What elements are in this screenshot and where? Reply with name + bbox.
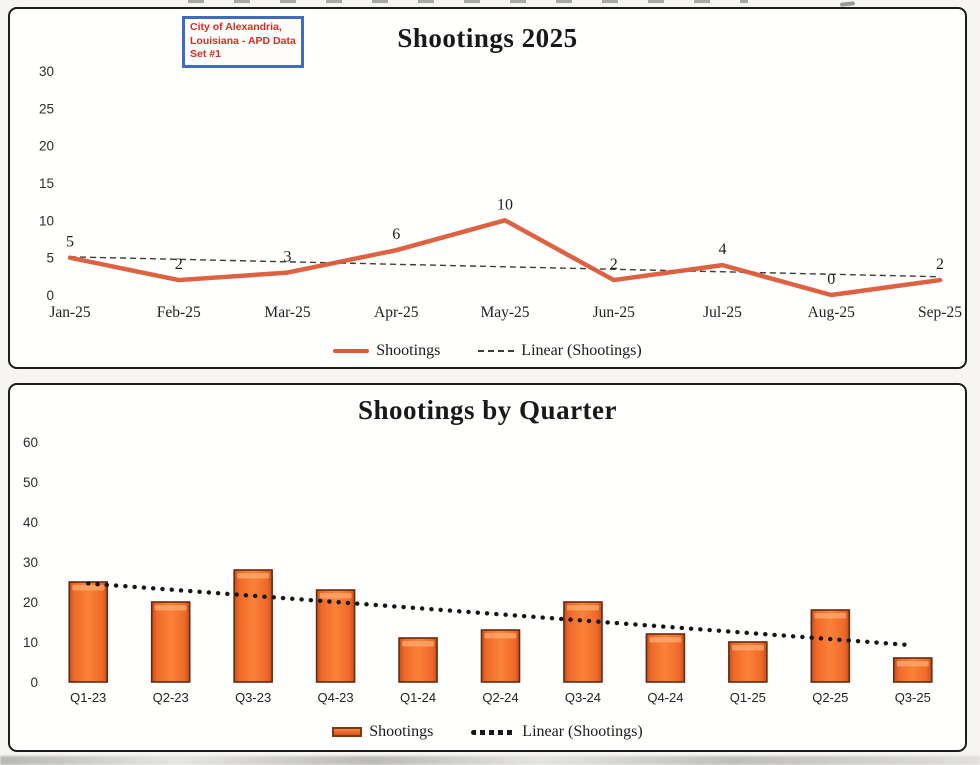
- bar-chart: 0 10 20 30 40 50 60 Q1-23 Q2-23 Q3-23 Q4-23 Q1-24 Q2…: [23, 435, 933, 705]
- svg-text:6: 6: [392, 226, 400, 243]
- bar-series-swatch-icon: [332, 727, 363, 737]
- svg-text:30: 30: [39, 64, 54, 79]
- svg-text:Aug-25: Aug-25: [808, 304, 856, 321]
- svg-text:Q3-25: Q3-25: [895, 690, 931, 705]
- svg-text:10: 10: [23, 635, 38, 650]
- svg-text:Jul-25: Jul-25: [703, 304, 742, 321]
- svg-text:Q2-24: Q2-24: [482, 690, 518, 705]
- line-series-swatch-icon: [333, 349, 370, 353]
- bar-chart-legend: Shootings Linear (Shootings): [10, 723, 965, 741]
- scan-smudge-bottom: [0, 756, 980, 765]
- svg-text:10: 10: [497, 196, 513, 213]
- legend-item-linear: Linear (Shootings): [478, 342, 642, 360]
- svg-text:4: 4: [719, 241, 727, 258]
- svg-text:Q3-24: Q3-24: [565, 690, 601, 705]
- svg-text:Q1-25: Q1-25: [730, 690, 766, 705]
- svg-text:5: 5: [46, 251, 54, 266]
- svg-text:20: 20: [23, 595, 38, 610]
- svg-text:40: 40: [23, 515, 38, 530]
- svg-text:Sep-25: Sep-25: [918, 304, 962, 321]
- svg-text:0: 0: [46, 288, 54, 303]
- svg-text:60: 60: [23, 435, 38, 450]
- svg-text:50: 50: [23, 475, 38, 490]
- svg-text:Feb-25: Feb-25: [157, 304, 201, 321]
- svg-text:Apr-25: Apr-25: [374, 304, 419, 321]
- svg-text:May-25: May-25: [480, 304, 529, 321]
- line-chart-title: Shootings 2025: [397, 23, 578, 53]
- trendline-dotted-swatch-icon: [471, 729, 516, 735]
- data-source-note: City of Alexandria, Louisiana - APD Data…: [182, 16, 304, 68]
- bar-chart-title: Shootings by Quarter: [357, 395, 618, 425]
- svg-text:2: 2: [175, 256, 183, 273]
- svg-text:Q1-24: Q1-24: [400, 690, 436, 705]
- svg-text:0: 0: [827, 271, 835, 288]
- legend-label-linear: Linear (Shootings): [522, 723, 643, 740]
- legend-label-linear: Linear (Shootings): [521, 342, 642, 359]
- svg-text:Q2-23: Q2-23: [153, 690, 189, 705]
- svg-text:Jan-25: Jan-25: [49, 304, 91, 321]
- svg-text:Q3-23: Q3-23: [235, 690, 271, 705]
- svg-text:Q4-24: Q4-24: [647, 690, 683, 705]
- svg-text:10: 10: [39, 213, 54, 228]
- legend-label-shootings: Shootings: [369, 723, 434, 740]
- scan-noise-top: [188, 0, 748, 3]
- svg-text:Q1-23: Q1-23: [70, 690, 106, 705]
- svg-text:Mar-25: Mar-25: [264, 304, 310, 321]
- line-chart-panel: City of Alexandria, Louisiana - APD Data…: [8, 7, 967, 369]
- legend-label-shootings: Shootings: [376, 342, 441, 359]
- line-chart-legend: Shootings Linear (Shootings): [10, 342, 965, 360]
- svg-text:3: 3: [284, 249, 292, 266]
- svg-text:15: 15: [39, 176, 54, 191]
- svg-text:30: 30: [23, 555, 38, 570]
- svg-text:2: 2: [936, 256, 944, 273]
- svg-text:Q2-25: Q2-25: [812, 690, 848, 705]
- legend-item-linear: Linear (Shootings): [471, 723, 643, 741]
- svg-text:2: 2: [610, 256, 618, 273]
- svg-text:Jun-25: Jun-25: [593, 304, 635, 321]
- svg-text:5: 5: [66, 234, 74, 251]
- legend-item-shootings: Shootings: [333, 342, 440, 360]
- legend-item-shootings: Shootings: [332, 723, 433, 741]
- bar-chart-panel: Shootings by Quarter 0 10 20 30 40 50 60 Q1-23 Q…: [8, 383, 967, 752]
- svg-text:25: 25: [39, 101, 54, 116]
- svg-text:Q4-23: Q4-23: [318, 690, 354, 705]
- trendline-dashed-swatch-icon: [478, 350, 515, 352]
- svg-text:20: 20: [39, 139, 54, 154]
- svg-text:0: 0: [30, 675, 38, 690]
